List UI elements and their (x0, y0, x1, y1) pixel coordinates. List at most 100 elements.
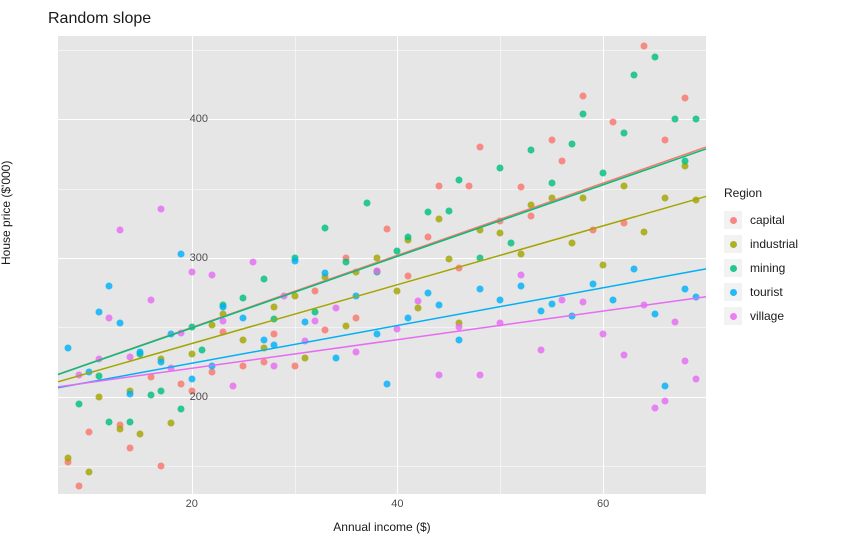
trend-lines-layer (58, 36, 706, 494)
x-tick-label: 40 (391, 498, 403, 510)
plot-panel (58, 36, 706, 494)
data-point (589, 227, 596, 234)
gridline-v (192, 36, 193, 494)
data-point (219, 317, 226, 324)
data-point (353, 349, 360, 356)
data-point (271, 316, 278, 323)
x-axis-label: Annual income ($) (58, 520, 706, 534)
data-point (548, 195, 555, 202)
data-point (353, 314, 360, 321)
data-point (404, 273, 411, 280)
gridline-h (58, 119, 706, 120)
data-point (579, 195, 586, 202)
data-point (610, 296, 617, 303)
data-point (528, 146, 535, 153)
data-point (271, 342, 278, 349)
legend-dot-icon (730, 265, 737, 272)
data-point (384, 225, 391, 232)
data-point (589, 281, 596, 288)
data-point (65, 345, 72, 352)
data-point (85, 428, 92, 435)
data-point (569, 141, 576, 148)
data-point (610, 119, 617, 126)
data-point (538, 346, 545, 353)
y-axis-label: House price ($'000) (0, 161, 13, 265)
data-point (620, 182, 627, 189)
gridline-v (397, 36, 398, 494)
data-point (517, 271, 524, 278)
data-point (209, 271, 216, 278)
data-point (219, 328, 226, 335)
data-point (301, 338, 308, 345)
data-point (127, 418, 134, 425)
data-point (85, 468, 92, 475)
data-point (178, 330, 185, 337)
data-point (641, 42, 648, 49)
data-point (497, 164, 504, 171)
data-point (147, 296, 154, 303)
legend-label: tourist (750, 285, 783, 299)
data-point (620, 130, 627, 137)
data-point (271, 363, 278, 370)
data-point (75, 482, 82, 489)
data-point (271, 331, 278, 338)
data-point (353, 292, 360, 299)
data-point (507, 239, 514, 246)
data-point (157, 206, 164, 213)
data-point (692, 293, 699, 300)
data-point (466, 182, 473, 189)
data-point (548, 137, 555, 144)
gridline-h-minor (58, 189, 706, 190)
data-point (281, 292, 288, 299)
data-point (445, 256, 452, 263)
data-point (147, 392, 154, 399)
data-point (188, 324, 195, 331)
legend-dot-icon (730, 289, 737, 296)
data-point (672, 116, 679, 123)
gridline-h (58, 397, 706, 398)
data-point (569, 313, 576, 320)
trend-line (58, 196, 706, 381)
data-point (332, 305, 339, 312)
data-point (600, 170, 607, 177)
data-point (75, 371, 82, 378)
data-point (199, 346, 206, 353)
trend-line (58, 297, 706, 387)
data-point (404, 234, 411, 241)
data-point (127, 353, 134, 360)
data-point (641, 302, 648, 309)
data-point (75, 400, 82, 407)
data-point (168, 331, 175, 338)
data-point (559, 296, 566, 303)
data-point (116, 227, 123, 234)
data-point (682, 357, 689, 364)
data-point (631, 266, 638, 273)
y-tick-label: 200 (158, 391, 208, 403)
data-point (240, 314, 247, 321)
data-point (692, 375, 699, 382)
legend-key (724, 211, 742, 229)
data-point (373, 255, 380, 262)
trend-line (58, 149, 706, 375)
data-point (476, 255, 483, 262)
data-point (517, 282, 524, 289)
trend-line (58, 147, 706, 374)
data-point (538, 307, 545, 314)
data-point (497, 217, 504, 224)
data-point (363, 199, 370, 206)
data-point (96, 309, 103, 316)
data-point (240, 363, 247, 370)
data-point (579, 92, 586, 99)
data-point (168, 364, 175, 371)
data-point (476, 144, 483, 151)
data-point (631, 71, 638, 78)
data-point (651, 310, 658, 317)
data-point (301, 318, 308, 325)
data-point (271, 303, 278, 310)
data-point (435, 302, 442, 309)
data-point (332, 354, 339, 361)
data-point (96, 393, 103, 400)
data-point (188, 268, 195, 275)
data-point (620, 220, 627, 227)
data-point (435, 216, 442, 223)
